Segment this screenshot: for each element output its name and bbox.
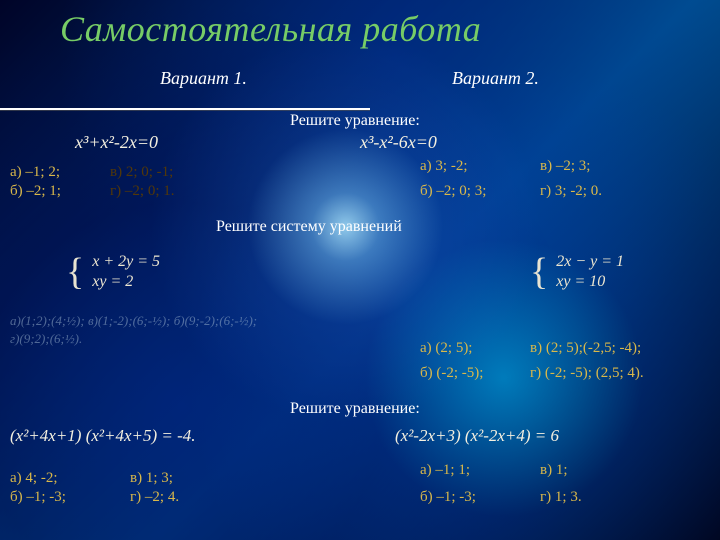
section-sys: Решите систему уравнений	[216, 218, 402, 236]
brace-icon: {	[66, 261, 84, 284]
v2-eq2-v: в) 1;	[540, 462, 568, 479]
page-title: Самостоятельная работа	[60, 8, 481, 50]
divider	[0, 108, 370, 111]
v2-eq1-g: г) 3; -2; 0.	[540, 183, 602, 200]
v2-sys-v: в) (2; 5);(-2,5; -4);	[530, 340, 641, 357]
section-eqn-2: Решите уравнение:	[290, 400, 420, 418]
v2-eq2: (x²-2x+3) (x²-2x+4) = 6	[395, 426, 559, 446]
v1-eq1-b: б) –2; 1;	[10, 183, 61, 200]
variant1-label: Вариант 1.	[160, 68, 247, 89]
v1-eq1-v: в) 2; 0; -1;	[110, 164, 173, 181]
v1-eq1: x³+x²-2x=0	[75, 132, 158, 153]
v1-sys-line1: x + 2y = 5	[92, 252, 160, 272]
v1-eq1-g: г) –2; 0; 1.	[110, 183, 174, 200]
section-eqn-1: Решите уравнение:	[290, 112, 420, 130]
v1-eq2-b: б) –1; -3;	[10, 489, 66, 506]
v1-sys-line2: xy = 2	[92, 272, 160, 292]
v2-eq1-a: а) 3; -2;	[420, 158, 467, 175]
v2-sys-a: а) (2; 5);	[420, 340, 472, 357]
brace-icon: {	[530, 261, 548, 284]
v1-eq1-a: а) –1; 2;	[10, 164, 60, 181]
v2-eq2-g: г) 1; 3.	[540, 489, 582, 506]
v2-sys-line2: xy = 10	[556, 272, 624, 292]
v2-eq2-b: б) –1; -3;	[420, 489, 476, 506]
v2-sys-g: г) (-2; -5); (2,5; 4).	[530, 365, 644, 382]
v1-eq2-v: в) 1; 3;	[130, 470, 173, 487]
v2-system: { 2x − y = 1 xy = 10	[530, 252, 624, 292]
v2-eq1-b: б) –2; 0; 3;	[420, 183, 486, 200]
v1-eq2-a: а) 4; -2;	[10, 470, 57, 487]
v1-sys-options: а)(1;2);(4;½); в)(1;-2);(6;-½); б)(9;-2)…	[10, 312, 260, 347]
v2-eq2-a: а) –1; 1;	[420, 462, 470, 479]
v1-eq2-g: г) –2; 4.	[130, 489, 179, 506]
v2-eq1: x³-x²-6x=0	[360, 132, 437, 153]
v1-system: { x + 2y = 5 xy = 2	[66, 252, 160, 292]
v2-eq1-v: в) –2; 3;	[540, 158, 590, 175]
variant2-label: Вариант 2.	[452, 68, 539, 89]
v1-eq2: (x²+4x+1) (x²+4x+5) = -4.	[10, 426, 196, 446]
v2-sys-b: б) (-2; -5);	[420, 365, 483, 382]
v2-sys-line1: 2x − y = 1	[556, 252, 624, 272]
